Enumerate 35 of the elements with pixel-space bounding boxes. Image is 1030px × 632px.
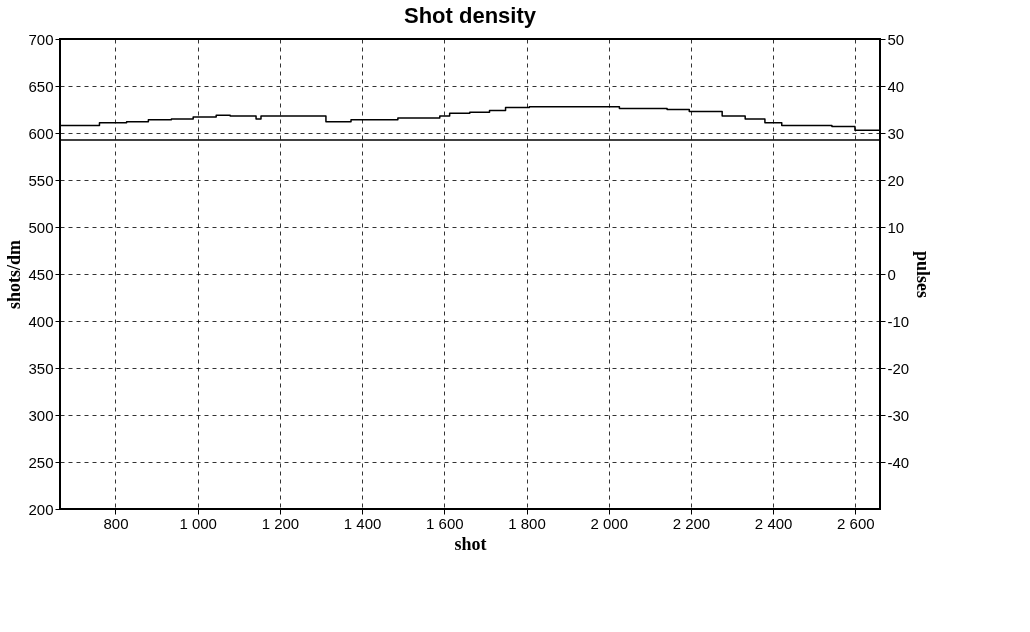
y-tick-label: 550 — [28, 171, 54, 189]
y2-axis-title: pulses — [913, 250, 934, 299]
y-tick-label: 600 — [28, 124, 54, 142]
x-tick-label: 1 600 — [426, 514, 464, 532]
y2-tick-label: -20 — [887, 359, 910, 377]
x-tick-label: 2 200 — [672, 514, 711, 532]
x-tick-label: 2 600 — [837, 514, 875, 532]
y2-tick-label: 10 — [887, 218, 905, 236]
x-tick-label: 2 400 — [754, 514, 793, 532]
x-tick-label: 1 000 — [179, 514, 217, 532]
y-tick-label: 500 — [28, 218, 54, 236]
y2-tick-label: 0 — [887, 265, 896, 283]
y2-tick-label: -40 — [887, 453, 910, 471]
chart-title: Shot density — [403, 3, 537, 28]
x-tick-label: 1 200 — [261, 514, 300, 532]
x-tick-label: 800 — [103, 514, 129, 532]
y2-tick-label: 50 — [887, 30, 905, 48]
x-tick-label: 2 000 — [590, 514, 628, 532]
y-tick-label: 300 — [28, 406, 54, 424]
x-tick-label: 1 400 — [343, 514, 382, 532]
y2-tick-label: -30 — [887, 406, 910, 424]
y2-tick-label: -10 — [887, 312, 910, 330]
y-tick-label: 250 — [28, 453, 54, 471]
y2-tick-label: 40 — [887, 77, 905, 95]
x-axis-title: shot — [454, 533, 487, 554]
y-tick-label: 450 — [28, 265, 54, 283]
x-tick-label: 1 800 — [508, 514, 546, 532]
y2-tick-label: 30 — [887, 124, 905, 142]
y-tick-label: 700 — [28, 30, 54, 48]
y-tick-label: 350 — [28, 359, 54, 377]
y-tick-label: 650 — [28, 77, 54, 95]
y-tick-label: 400 — [28, 312, 54, 330]
y-axis-title: shots/dm — [4, 239, 25, 310]
y-tick-label: 200 — [28, 500, 54, 518]
y2-tick-label: 20 — [887, 171, 905, 189]
